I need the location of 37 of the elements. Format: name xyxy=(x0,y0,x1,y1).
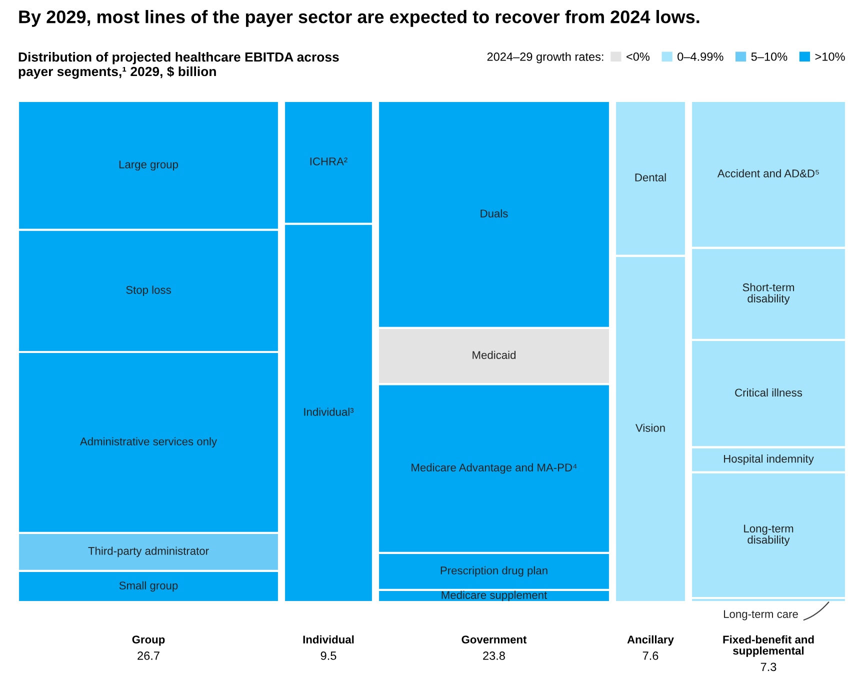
series-label: Medicare Advantage and MA-PD⁴ xyxy=(412,463,577,474)
text: 23.8 xyxy=(483,652,505,660)
legend-label: >10% xyxy=(815,52,845,61)
text: 26.7 xyxy=(138,652,160,660)
series-label: Stop loss xyxy=(126,286,171,296)
text: 9.5 xyxy=(320,652,336,660)
text: 7.6 xyxy=(642,652,658,660)
series-label: Long-term care xyxy=(724,610,798,620)
series-label: Individual³ xyxy=(304,408,354,416)
series-label: Large group xyxy=(119,160,178,171)
series-label: Dental xyxy=(635,173,666,182)
series-label: Third-party administrator xyxy=(88,546,209,558)
x-tick-label: Fixed-benefit and supplemental xyxy=(723,635,814,657)
series-label: Duals xyxy=(480,209,508,218)
chart-subtitle: Distribution of projected healthcare EBITDA across payer segments,¹ 2029, $ billion xyxy=(18,52,339,79)
text: 7.3 xyxy=(760,662,776,672)
legend-title: 2024–29 growth rates: xyxy=(487,52,604,64)
series-label: Administrative services only xyxy=(80,437,218,448)
x-tick-label: Group xyxy=(132,636,165,646)
series-label: Medicare supplement xyxy=(442,590,548,602)
series-label: Long-term disability xyxy=(744,524,794,546)
series-label: Prescription drug plan xyxy=(440,566,548,577)
series-label: Vision xyxy=(636,424,665,432)
series-label: Medicaid xyxy=(472,350,516,359)
x-tick-label: Ancillary xyxy=(627,635,674,646)
series-label: Small group xyxy=(119,581,178,592)
series-label: ICHRA² xyxy=(310,157,348,166)
legend-label: 5–10% xyxy=(751,52,788,61)
series-label: Short-term disability xyxy=(742,283,794,305)
chart-title: By 2029, most lines of the payer sector are expected to recover from 2024 lows. xyxy=(19,10,700,27)
series-label: Hospital indemnity xyxy=(724,454,814,465)
legend-label: <0% xyxy=(626,52,650,61)
series-label: Accident and AD&D⁵ xyxy=(717,169,819,178)
series-label: Critical illness xyxy=(735,388,802,397)
x-tick-label: Individual xyxy=(303,635,354,644)
legend-label: 0–4.99% xyxy=(678,52,724,61)
x-tick-label: Government xyxy=(462,636,527,644)
